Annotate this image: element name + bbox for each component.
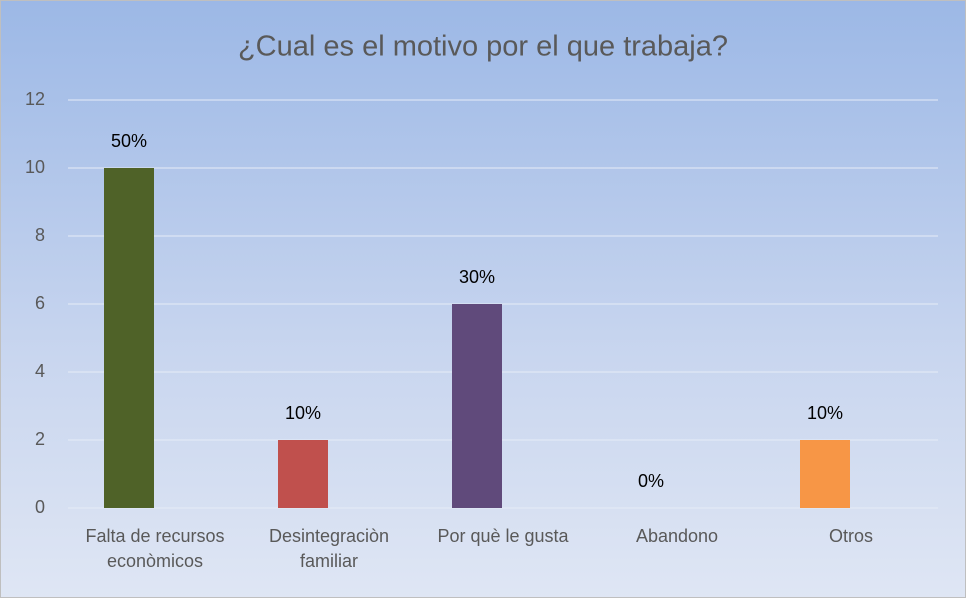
y-tick-label: 6 xyxy=(35,293,45,313)
y-tick-label: 4 xyxy=(35,361,45,381)
y-tick-label: 12 xyxy=(25,89,45,109)
x-tick-label: Falta de recursos econòmicos xyxy=(85,526,225,571)
y-tick-label: 2 xyxy=(35,429,45,449)
y-tick-label: 10 xyxy=(25,157,45,177)
bar xyxy=(278,440,328,508)
x-tick-label: Abandono xyxy=(635,526,719,546)
bar xyxy=(452,304,502,508)
x-tick-label: Desintegraciòn familiar xyxy=(268,526,390,571)
data-label: 10% xyxy=(285,403,321,423)
data-label: 0% xyxy=(638,471,664,491)
chart-title: ¿Cual es el motivo por el que trabaja? xyxy=(238,31,728,63)
y-tick-label: 8 xyxy=(35,225,45,245)
bar xyxy=(800,440,850,508)
data-label: 50% xyxy=(111,131,147,151)
bar xyxy=(104,168,154,508)
x-tick-label: Otros xyxy=(828,526,873,546)
data-label: 10% xyxy=(807,403,843,423)
x-tick-label: Por què le gusta xyxy=(437,526,569,546)
data-label: 30% xyxy=(459,267,495,287)
y-tick-label: 0 xyxy=(35,497,45,517)
